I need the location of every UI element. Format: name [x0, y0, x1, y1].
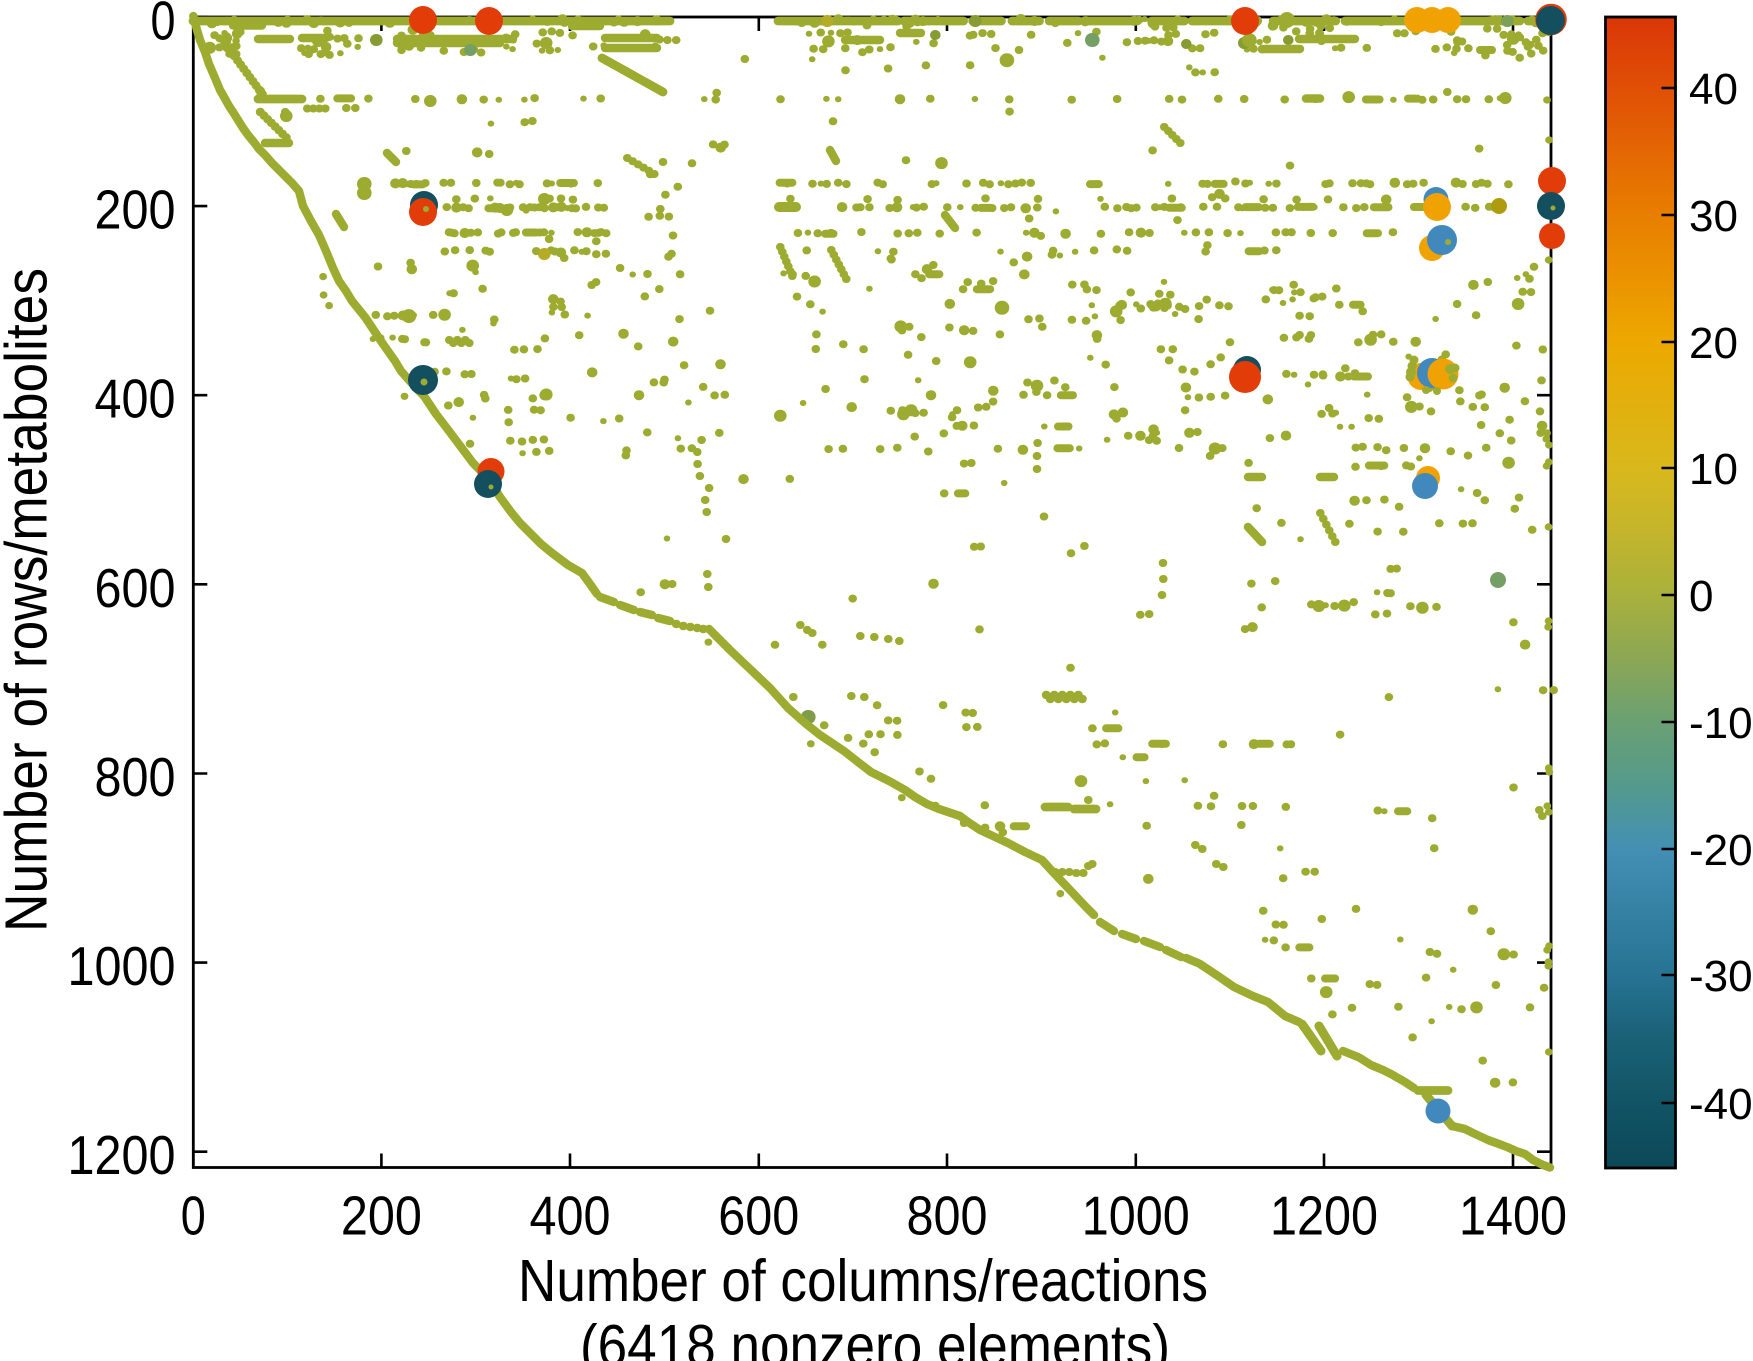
svg-text:800: 800 — [95, 746, 176, 808]
svg-text:20: 20 — [1689, 319, 1738, 368]
svg-text:1200: 1200 — [68, 1124, 176, 1186]
svg-text:-40: -40 — [1689, 1080, 1753, 1129]
svg-text:0: 0 — [1689, 572, 1713, 621]
svg-text:10: 10 — [1689, 445, 1738, 494]
svg-text:400: 400 — [530, 1185, 611, 1247]
svg-text:40: 40 — [1689, 65, 1738, 114]
svg-text:800: 800 — [907, 1185, 988, 1247]
svg-text:200: 200 — [95, 179, 176, 241]
svg-text:-20: -20 — [1689, 826, 1753, 875]
svg-text:400: 400 — [95, 368, 176, 430]
svg-text:1200: 1200 — [1270, 1185, 1378, 1247]
svg-text:0: 0 — [181, 1185, 206, 1247]
svg-text:-30: -30 — [1689, 952, 1753, 1001]
svg-text:Number of columns/reactions: Number of columns/reactions — [518, 1248, 1208, 1314]
svg-text:-10: -10 — [1689, 699, 1753, 748]
svg-text:1000: 1000 — [68, 935, 176, 997]
svg-text:(6418 nonzero elements): (6418 nonzero elements) — [580, 1313, 1170, 1361]
svg-text:Number of rows/metabolites: Number of rows/metabolites — [0, 268, 60, 932]
svg-text:600: 600 — [718, 1185, 799, 1247]
svg-text:30: 30 — [1689, 192, 1738, 241]
svg-text:600: 600 — [95, 557, 176, 619]
svg-text:0: 0 — [151, 0, 176, 52]
svg-text:1000: 1000 — [1082, 1185, 1190, 1247]
svg-text:1400: 1400 — [1459, 1185, 1567, 1247]
svg-text:200: 200 — [341, 1185, 422, 1247]
